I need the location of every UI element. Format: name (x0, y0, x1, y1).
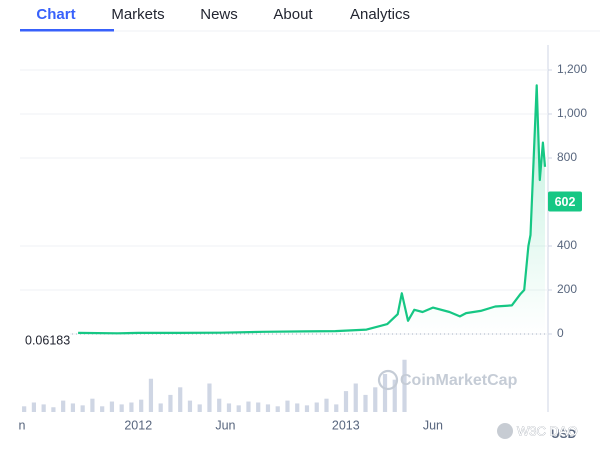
volume-bar (90, 398, 95, 412)
volume-bar (51, 407, 56, 412)
y-tick-label: 1,200 (557, 62, 587, 76)
tab-bar: Chart Markets News About Analytics (20, 6, 410, 32)
current-price-label: 602 (555, 195, 576, 209)
volume-bar (119, 404, 124, 412)
volume-bar (246, 401, 251, 412)
volume-bar (236, 405, 241, 412)
volume-bar (41, 404, 46, 412)
y-tick-label: 0 (557, 326, 564, 340)
volume-bar (304, 405, 310, 412)
overlay-watermark: W3C DAO (517, 423, 578, 438)
price-line (78, 84, 547, 335)
current-price-badge (548, 191, 582, 212)
volume-bar (187, 400, 193, 412)
volume-bar (129, 402, 134, 412)
volume-bar (31, 402, 37, 412)
volume-bar (226, 403, 232, 412)
volume-bar (100, 406, 105, 412)
volume-bar (363, 394, 368, 412)
tab[interactable]: Markets (111, 6, 164, 23)
x-tick-label: Jun (423, 418, 443, 432)
x-tick-label: 2013 (332, 418, 360, 432)
volume-bar (61, 400, 66, 412)
volume-bar (343, 391, 349, 412)
volume-bar (275, 406, 280, 412)
volume-bar (295, 403, 300, 412)
currency-label: USD (551, 427, 577, 441)
start-price-label: 0.06183 (25, 333, 70, 347)
start-price-bg (20, 332, 70, 349)
volume-bar (80, 405, 85, 412)
volume-bar (314, 402, 319, 412)
volume-bar (70, 403, 76, 412)
y-tick-label: 400 (557, 238, 577, 252)
watermark-logo (377, 369, 399, 391)
volume-bar (392, 379, 397, 412)
volume-bar (22, 406, 27, 412)
tab[interactable]: News (200, 6, 238, 23)
volume-bar (265, 404, 271, 412)
overlay-icon (497, 423, 513, 439)
y-tick-label: 200 (557, 282, 577, 296)
watermark: CoinMarketCap (400, 372, 518, 389)
chart: 0 200 400 800 1,000 1,200 CoinMarketCap 0.06183… (19, 45, 587, 441)
volume-bar (197, 404, 202, 412)
volume-bar (168, 394, 173, 412)
y-tick-label: 800 (557, 150, 577, 164)
volume-bar (324, 398, 329, 412)
volume-bar (285, 400, 290, 412)
volume-bar (373, 387, 378, 412)
volume-bar (158, 403, 163, 412)
x-tick-label: n (19, 418, 26, 432)
tab[interactable]: Analytics (350, 6, 410, 23)
tab[interactable]: About (273, 6, 313, 23)
y-tick-label: 1,000 (557, 106, 587, 120)
x-tick-label: Jun (215, 418, 235, 432)
volume-bar (148, 378, 154, 412)
volume-bar (217, 398, 222, 412)
price-area (78, 85, 545, 335)
volume-bar (178, 387, 183, 412)
volume-bar (139, 399, 144, 412)
volume-bar (207, 383, 212, 412)
volume-bar (353, 383, 358, 412)
volume-bar (109, 401, 115, 412)
volume-bar (334, 404, 339, 412)
tab[interactable]: Chart (36, 6, 75, 23)
x-tick-label: 2012 (124, 418, 152, 432)
volume-bar (402, 359, 407, 412)
volume-bar (382, 374, 388, 412)
tab-underline (20, 29, 114, 32)
volume-bar (256, 402, 261, 412)
